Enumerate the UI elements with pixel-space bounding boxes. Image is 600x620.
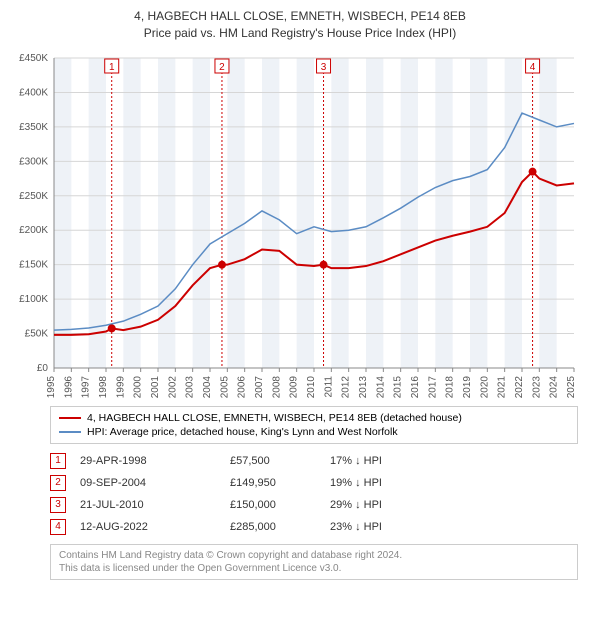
svg-text:£250K: £250K bbox=[19, 190, 48, 201]
svg-text:2019: 2019 bbox=[462, 375, 473, 397]
svg-text:1998: 1998 bbox=[98, 375, 109, 397]
marker-pct: 23% ↓ HPI bbox=[330, 516, 430, 538]
legend-swatch-price bbox=[59, 417, 81, 419]
svg-text:2009: 2009 bbox=[289, 375, 300, 397]
legend-item-hpi: HPI: Average price, detached house, King… bbox=[59, 425, 569, 439]
svg-text:£0: £0 bbox=[37, 363, 49, 374]
svg-text:1: 1 bbox=[109, 62, 115, 73]
svg-text:£150K: £150K bbox=[19, 259, 48, 270]
svg-text:2024: 2024 bbox=[549, 375, 560, 397]
svg-text:2008: 2008 bbox=[271, 375, 282, 397]
chart-container: 4, HAGBECH HALL CLOSE, EMNETH, WISBECH, … bbox=[0, 0, 600, 588]
svg-text:2023: 2023 bbox=[531, 375, 542, 397]
svg-text:2018: 2018 bbox=[445, 375, 456, 397]
svg-text:2016: 2016 bbox=[410, 375, 421, 397]
svg-text:2010: 2010 bbox=[306, 375, 317, 397]
marker-row: 3 21-JUL-2010 £150,000 29% ↓ HPI bbox=[50, 494, 430, 516]
legend-swatch-hpi bbox=[59, 431, 81, 433]
svg-text:£300K: £300K bbox=[19, 156, 48, 167]
marker-price: £150,000 bbox=[230, 494, 330, 516]
svg-text:£100K: £100K bbox=[19, 294, 48, 305]
svg-text:2015: 2015 bbox=[393, 375, 404, 397]
marker-date: 12-AUG-2022 bbox=[80, 516, 230, 538]
svg-text:1995: 1995 bbox=[46, 375, 57, 397]
marker-row: 4 12-AUG-2022 £285,000 23% ↓ HPI bbox=[50, 516, 430, 538]
marker-pct: 19% ↓ HPI bbox=[330, 472, 430, 494]
legend-item-price: 4, HAGBECH HALL CLOSE, EMNETH, WISBECH, … bbox=[59, 411, 569, 425]
marker-date: 21-JUL-2010 bbox=[80, 494, 230, 516]
marker-table: 1 29-APR-1998 £57,500 17% ↓ HPI2 09-SEP-… bbox=[50, 450, 430, 538]
svg-text:2006: 2006 bbox=[237, 375, 248, 397]
svg-text:2003: 2003 bbox=[185, 375, 196, 397]
svg-text:£450K: £450K bbox=[19, 53, 48, 64]
footer-line2: This data is licensed under the Open Gov… bbox=[59, 562, 569, 575]
marker-pct: 17% ↓ HPI bbox=[330, 450, 430, 472]
title-line1: 4, HAGBECH HALL CLOSE, EMNETH, WISBECH, … bbox=[12, 8, 588, 25]
svg-text:2002: 2002 bbox=[167, 375, 178, 397]
footer-line1: Contains HM Land Registry data © Crown c… bbox=[59, 549, 569, 562]
marker-index-box: 2 bbox=[50, 475, 66, 491]
svg-text:2025: 2025 bbox=[566, 375, 577, 397]
marker-price: £57,500 bbox=[230, 450, 330, 472]
legend: 4, HAGBECH HALL CLOSE, EMNETH, WISBECH, … bbox=[50, 406, 578, 444]
svg-text:2: 2 bbox=[219, 62, 225, 73]
svg-text:2022: 2022 bbox=[514, 375, 525, 397]
svg-text:2014: 2014 bbox=[375, 375, 386, 397]
svg-text:2012: 2012 bbox=[341, 375, 352, 397]
marker-price: £149,950 bbox=[230, 472, 330, 494]
legend-label-hpi: HPI: Average price, detached house, King… bbox=[87, 426, 398, 438]
marker-price: £285,000 bbox=[230, 516, 330, 538]
svg-text:2021: 2021 bbox=[497, 375, 508, 397]
marker-pct: 29% ↓ HPI bbox=[330, 494, 430, 516]
svg-text:2020: 2020 bbox=[479, 375, 490, 397]
svg-text:1996: 1996 bbox=[63, 375, 74, 397]
svg-text:£400K: £400K bbox=[19, 87, 48, 98]
marker-date: 09-SEP-2004 bbox=[80, 472, 230, 494]
svg-text:2000: 2000 bbox=[133, 375, 144, 397]
svg-text:2017: 2017 bbox=[427, 375, 438, 397]
marker-index-box: 3 bbox=[50, 497, 66, 513]
svg-text:2004: 2004 bbox=[202, 375, 213, 397]
svg-text:£200K: £200K bbox=[19, 225, 48, 236]
svg-text:2013: 2013 bbox=[358, 375, 369, 397]
svg-text:£350K: £350K bbox=[19, 121, 48, 132]
svg-text:4: 4 bbox=[530, 62, 536, 73]
title-line2: Price paid vs. HM Land Registry's House … bbox=[12, 25, 588, 42]
svg-text:2011: 2011 bbox=[323, 375, 334, 397]
svg-text:1997: 1997 bbox=[81, 375, 92, 397]
marker-row: 2 09-SEP-2004 £149,950 19% ↓ HPI bbox=[50, 472, 430, 494]
chart-area: £0 £50K £100K £150K £200K £250K £300K £350K £400… bbox=[12, 48, 588, 398]
svg-text:3: 3 bbox=[321, 62, 327, 73]
svg-text:£50K: £50K bbox=[25, 328, 49, 339]
marker-index-box: 1 bbox=[50, 453, 66, 469]
svg-text:2007: 2007 bbox=[254, 375, 265, 397]
chart-title: 4, HAGBECH HALL CLOSE, EMNETH, WISBECH, … bbox=[12, 8, 588, 42]
svg-text:1999: 1999 bbox=[115, 375, 126, 397]
marker-row: 1 29-APR-1998 £57,500 17% ↓ HPI bbox=[50, 450, 430, 472]
line-chart: £0 £50K £100K £150K £200K £250K £300K £350K £400… bbox=[12, 48, 588, 398]
footer: Contains HM Land Registry data © Crown c… bbox=[50, 544, 578, 580]
svg-text:2001: 2001 bbox=[150, 375, 161, 397]
svg-text:2005: 2005 bbox=[219, 375, 230, 397]
marker-date: 29-APR-1998 bbox=[80, 450, 230, 472]
legend-label-price: 4, HAGBECH HALL CLOSE, EMNETH, WISBECH, … bbox=[87, 412, 462, 424]
marker-index-box: 4 bbox=[50, 519, 66, 535]
